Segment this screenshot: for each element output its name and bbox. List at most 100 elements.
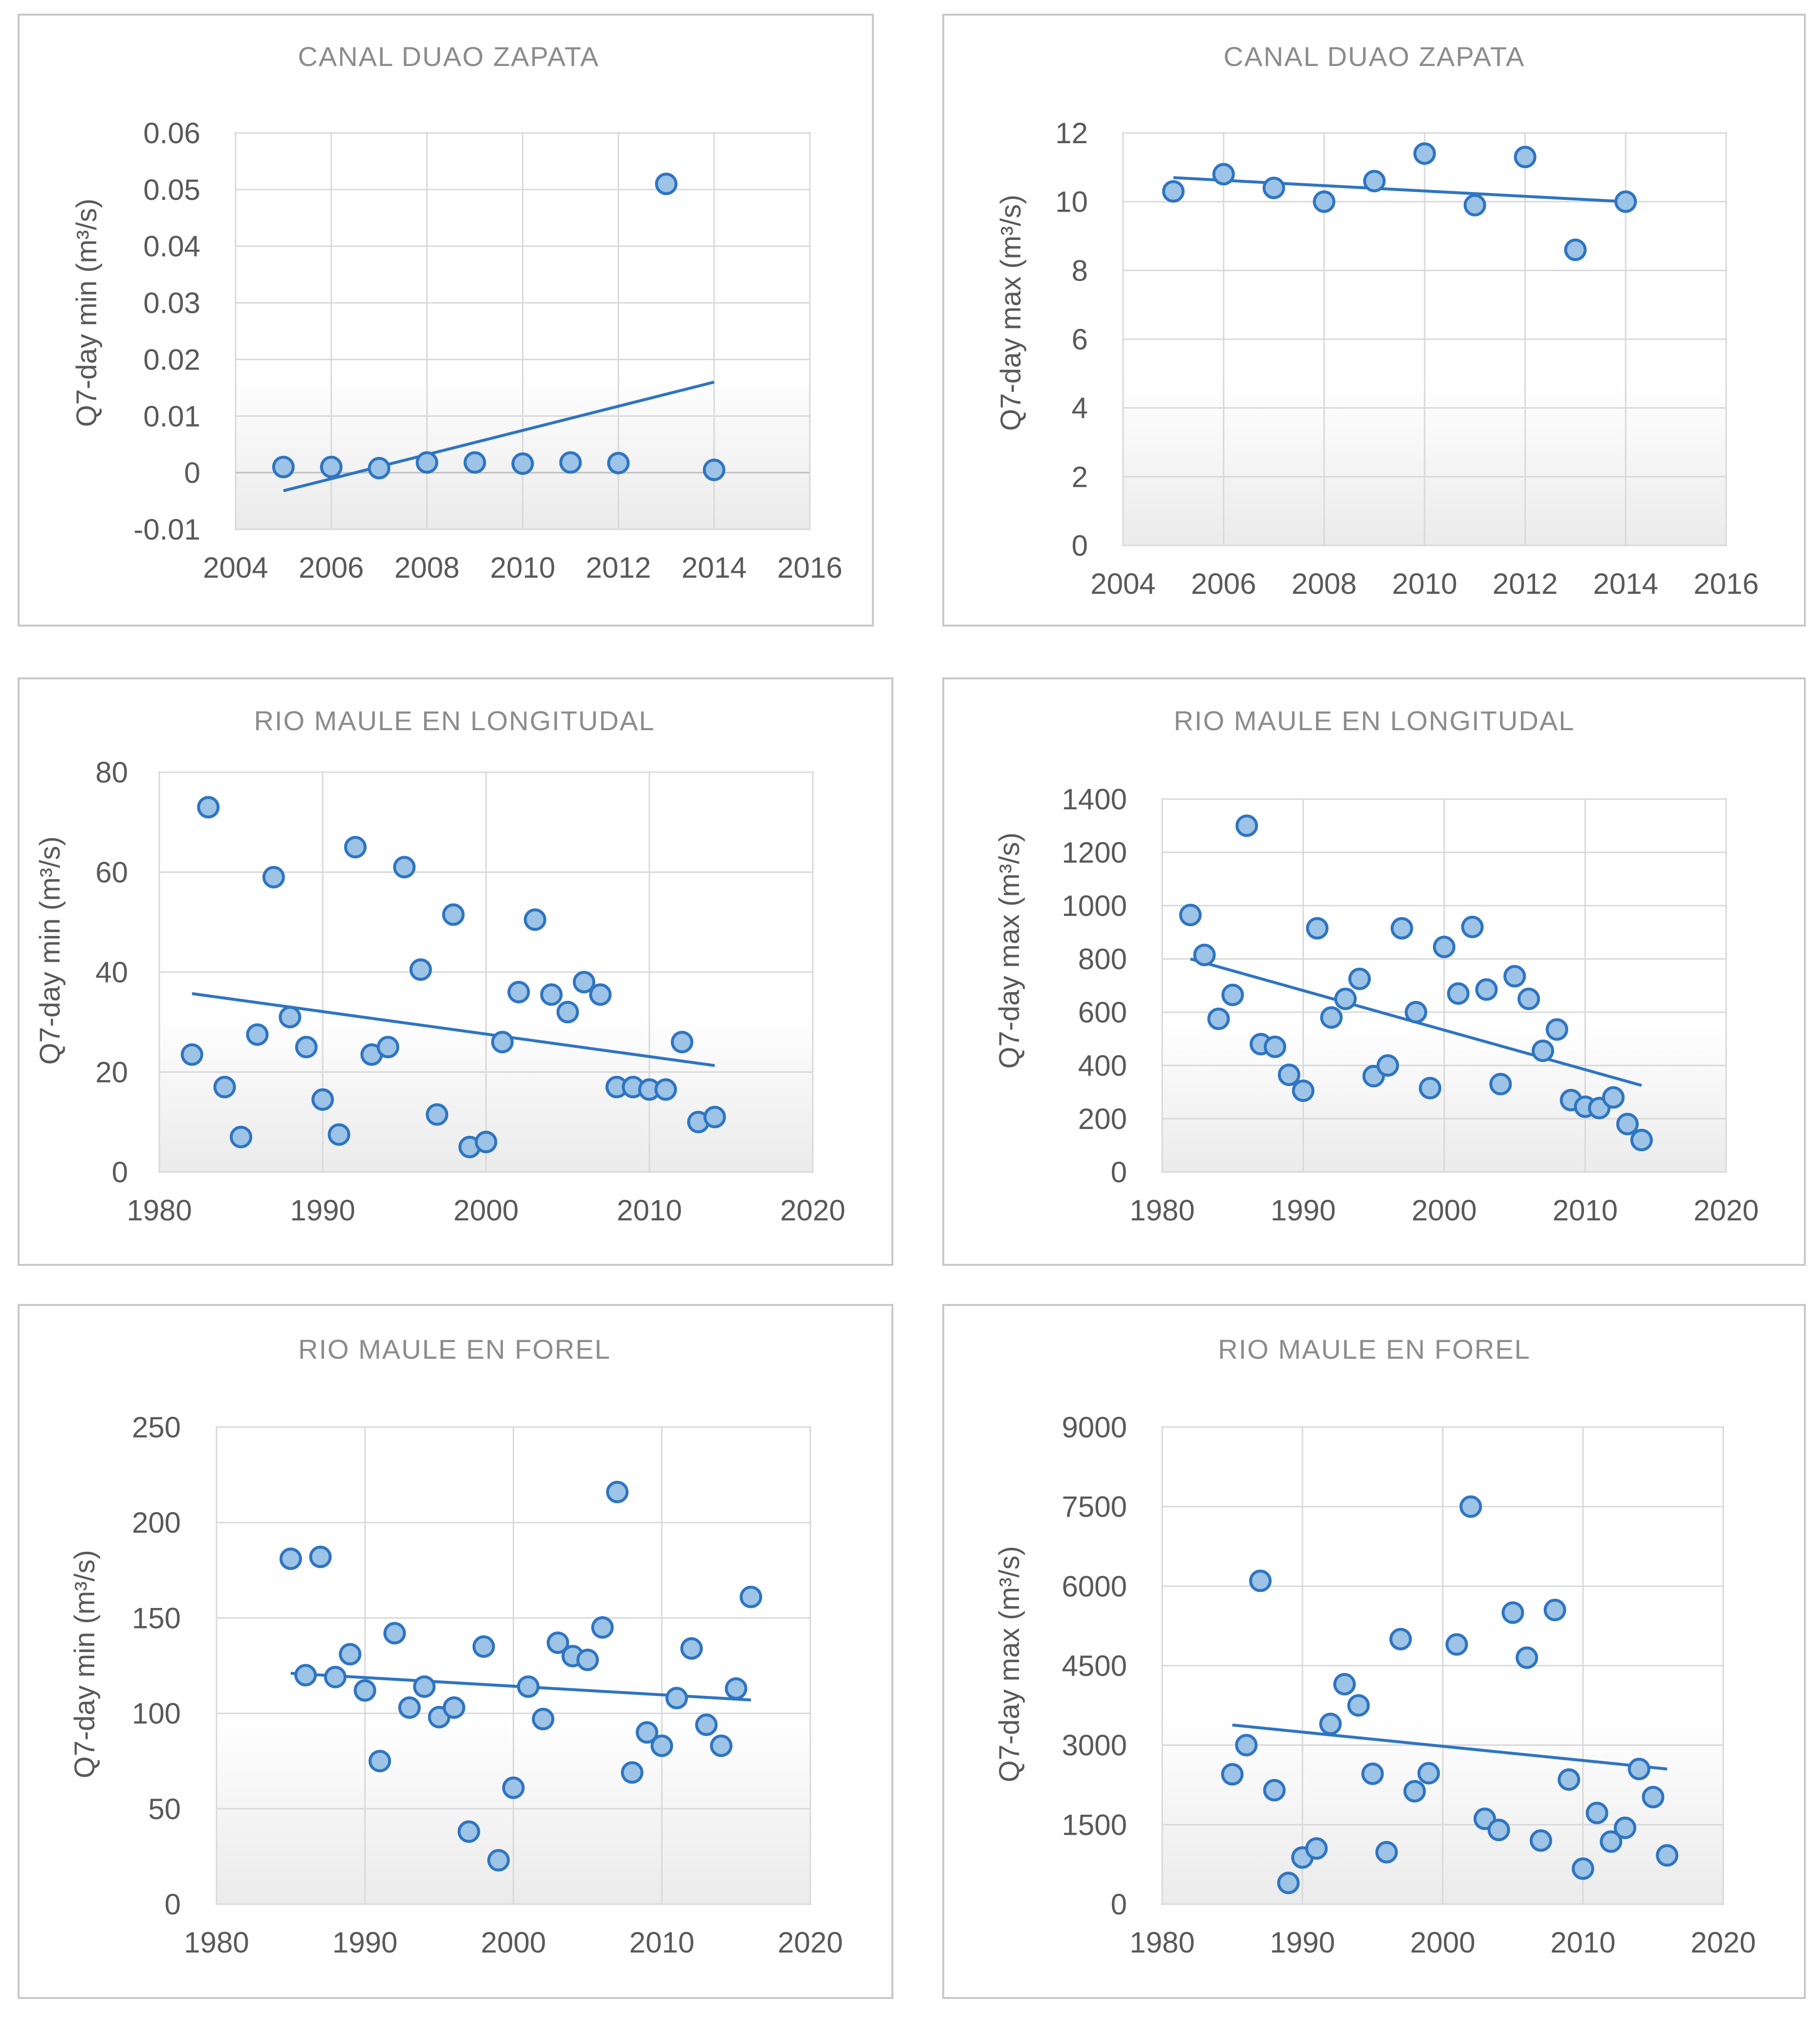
data-point	[1445, 1633, 1468, 1656]
data-point	[1262, 176, 1285, 199]
y-tick-label: 20	[95, 1056, 128, 1089]
data-point	[1375, 1841, 1398, 1864]
y-axis-label: Q7-day min (m³/s)	[34, 836, 66, 1064]
data-point	[1642, 1785, 1665, 1808]
data-point	[703, 458, 726, 481]
x-tick-label: 2010	[1550, 1926, 1615, 1959]
data-point	[1221, 983, 1244, 1006]
data-point	[1235, 1734, 1258, 1757]
data-point	[1305, 1837, 1328, 1860]
y-tick-label: 0.06	[143, 117, 200, 150]
y-tick-label: 9000	[1062, 1411, 1127, 1444]
x-tick-label: 1980	[127, 1194, 192, 1227]
data-point	[1417, 1762, 1440, 1785]
x-tick-label: 2008	[1292, 567, 1357, 600]
x-tick-label: 2000	[481, 1926, 546, 1959]
x-tick-label: 2006	[1191, 567, 1256, 600]
x-tick-label: 2014	[681, 551, 746, 584]
data-point	[1221, 1763, 1244, 1786]
data-point	[443, 1696, 465, 1719]
y-tick-label: 0.01	[143, 400, 200, 433]
data-point	[1459, 1495, 1482, 1518]
data-point	[320, 456, 343, 478]
data-point	[1413, 142, 1436, 165]
y-tick-label: 2	[1072, 460, 1088, 493]
data-point	[1313, 190, 1336, 213]
data-point	[1405, 1001, 1428, 1023]
chart-panel-4: 0 200 400 600 800 1000 1200 1400 1980 1990 2000 201…	[942, 677, 1806, 1266]
trendline	[1173, 176, 1626, 203]
x-tick-label: 2010	[490, 551, 555, 584]
x-tick-label: 1990	[1270, 1926, 1335, 1959]
data-point	[368, 1750, 391, 1773]
data-point	[1585, 1802, 1608, 1824]
data-point	[1235, 814, 1258, 837]
data-point	[457, 1820, 480, 1843]
data-point	[279, 1547, 302, 1570]
data-point	[1419, 1077, 1442, 1100]
data-point	[1376, 1054, 1399, 1077]
y-tick-label: 0.03	[143, 287, 200, 320]
x-tick-label: 2014	[1593, 567, 1658, 600]
data-point	[1162, 180, 1185, 203]
data-point	[1306, 917, 1329, 940]
data-point	[1475, 978, 1498, 1001]
data-point	[324, 1666, 347, 1689]
chart-title: RIO MAULE EN FOREL	[1218, 1334, 1531, 1365]
data-point	[376, 1036, 399, 1059]
data-point	[1600, 1830, 1623, 1853]
y-tick-label: 0.04	[143, 230, 200, 263]
data-point	[272, 456, 295, 478]
data-point	[1212, 163, 1235, 186]
data-point	[540, 983, 563, 1006]
data-point	[1347, 1694, 1370, 1717]
chart-panel-1: -0.01 0 0.01 0.02 0.03 0.04 0.05 0.06 2004 2006 20…	[18, 14, 874, 627]
x-tick-label: 2000	[1411, 1194, 1476, 1227]
y-tick-label: 600	[1078, 996, 1127, 1029]
y-tick-label: 4500	[1062, 1650, 1127, 1682]
data-point	[383, 1622, 406, 1645]
data-point	[1543, 1599, 1566, 1622]
x-tick-label: 2000	[1410, 1926, 1475, 1959]
y-tick-label: 0	[1072, 529, 1088, 562]
data-point	[1516, 1646, 1538, 1669]
data-point	[353, 1679, 376, 1702]
data-point	[1263, 1779, 1286, 1802]
chart-panel-2: 0 2 4 6 8 10 12 2004 2006 2008 2010 2012 2014 2016 CAN…	[942, 14, 1806, 627]
x-tick-label: 2010	[1553, 1194, 1618, 1227]
data-point	[1389, 1628, 1412, 1650]
data-point	[573, 971, 596, 994]
y-tick-label: 60	[95, 856, 128, 889]
data-point	[725, 1677, 748, 1700]
y-tick-label: 7500	[1062, 1491, 1127, 1523]
data-point	[1292, 1079, 1315, 1102]
y-tick-label: 0	[1111, 1156, 1127, 1189]
x-tick-label: 2004	[1090, 567, 1155, 600]
x-tick-label: 2000	[454, 1194, 519, 1227]
data-point	[1514, 146, 1537, 169]
y-tick-label: 3000	[1062, 1729, 1127, 1762]
data-point	[665, 1687, 688, 1710]
data-point	[1501, 1601, 1524, 1624]
x-tick-label: 2008	[394, 551, 459, 584]
y-tick-label: 8	[1072, 254, 1088, 287]
data-point	[1616, 1112, 1639, 1135]
data-point	[279, 1006, 302, 1029]
data-point	[1572, 1857, 1594, 1880]
x-tick-label: 1990	[1271, 1194, 1336, 1227]
data-point	[1558, 1768, 1581, 1791]
data-point	[507, 980, 530, 1003]
data-point	[1614, 190, 1637, 213]
data-point	[230, 1126, 253, 1149]
data-point	[511, 452, 534, 475]
data-point	[654, 1078, 677, 1101]
y-tick-label: 1400	[1062, 783, 1127, 816]
y-tick-label: -0.01	[133, 513, 200, 546]
data-point	[262, 866, 285, 889]
y-tick-label: 80	[95, 756, 128, 789]
y-axis-label: Q7-day max (m³/s)	[994, 1546, 1025, 1782]
data-point	[1193, 943, 1216, 966]
y-tick-label: 50	[148, 1793, 181, 1825]
